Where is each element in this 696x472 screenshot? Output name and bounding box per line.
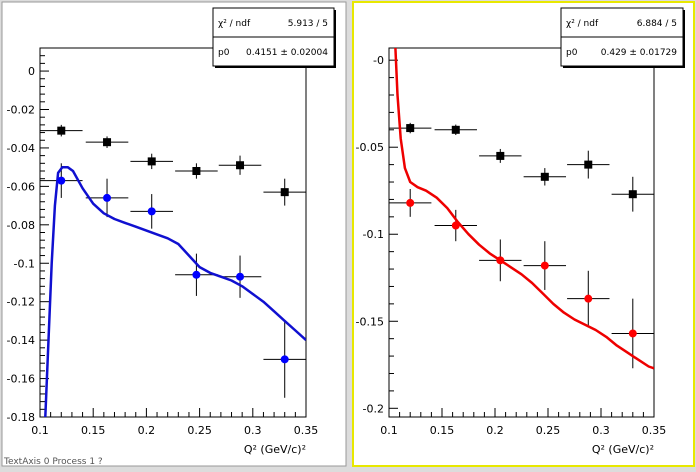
square-marker [280,188,289,197]
plot-frame [388,47,655,418]
y-tick-label: -0.08 [7,219,35,232]
square-marker [540,172,549,181]
y-tick-label: -0.1 [363,228,384,241]
x-tick-label: 0.15 [430,424,455,437]
y-tick-label: 0 [28,65,35,78]
circle-marker [584,294,593,303]
square-marker [192,167,201,175]
stats-value: 5.913 / 5 [288,19,328,29]
circle-marker [57,176,66,185]
x-tick-label: 0.35 [642,424,667,437]
square-marker [451,125,460,134]
fit-curve [394,48,654,370]
y-tick-label: -0.05 [356,141,384,154]
x-axis-title: Q² (GeV/c)² [592,443,654,456]
circle-marker [496,256,505,265]
square-marker [496,151,505,160]
pad-right[interactable]: 0.1 0.15 0.2 0.25 0.3 0.35 -0 -0.05 -0.1 -0.15 -0.… [352,1,695,467]
x-tick-label: 0.3 [592,424,610,437]
x-tick-label: 0.35 [294,424,319,437]
circle-marker [406,198,415,207]
y-tick-label: -0.2 [363,402,384,415]
y-tick-label: -0.02 [7,104,35,117]
square-marker [406,124,415,133]
circle-marker [192,270,201,279]
y-tick-label: -0 [373,54,384,67]
x-tick-label: 0.25 [536,424,561,437]
pad-frame [1,1,347,467]
circle-marker [280,355,289,364]
square-marker [584,160,593,169]
stats-value: 0.4151 ± 0.02004 [246,48,328,58]
circle-marker [147,207,156,216]
y-tick-label: -0.15 [356,315,384,328]
square-marker [628,190,637,199]
y-tick-label: -0.14 [7,334,35,347]
plot-area [40,124,306,417]
circle-marker [236,272,245,281]
pad-left[interactable]: 0.1 0.15 0.2 0.25 0.3 0.35 0 -0.02 -0.04 -0.06 -0.… [1,1,347,467]
plot-area [389,48,654,370]
y-tick-label: -0.16 [7,373,35,386]
y-tick-label: -0.04 [7,142,35,155]
circle-marker [451,221,460,230]
stats-label: χ² / ndf [218,19,251,29]
x-tick-label: 0.1 [380,424,398,437]
y-tick-label: -0.18 [7,411,35,424]
stats-value: 6.884 / 5 [637,19,677,29]
x-tick-label: 0.25 [187,424,212,437]
y-tick-label: -0.1 [14,257,35,270]
x-tick-label: 0.2 [138,424,156,437]
x-tick-label: 0.2 [486,424,504,437]
stats-label: p0 [218,48,230,58]
circle-marker [540,261,549,270]
square-marker [103,138,112,147]
square-marker [236,161,245,170]
square-marker [57,126,66,135]
stats-value: 0.429 ± 0.01729 [601,48,678,58]
plot-frame [39,47,307,418]
status-bar: TextAxis 0 Process 1 ? [4,457,103,467]
pad-frame [352,1,695,467]
y-tick-label: -0.06 [7,180,35,193]
x-tick-label: 0.15 [81,424,106,437]
y-tick-label: -0.12 [7,296,35,309]
x-axis-title: Q² (GeV/c)² [244,443,306,456]
circle-marker [628,329,637,338]
fit-curve [44,165,306,417]
square-marker [147,157,156,166]
x-tick-label: 0.1 [31,424,49,437]
x-tick-label: 0.3 [244,424,262,437]
stats-label: χ² / ndf [566,19,599,29]
circle-marker [103,193,112,202]
stats-label: p0 [566,48,578,58]
